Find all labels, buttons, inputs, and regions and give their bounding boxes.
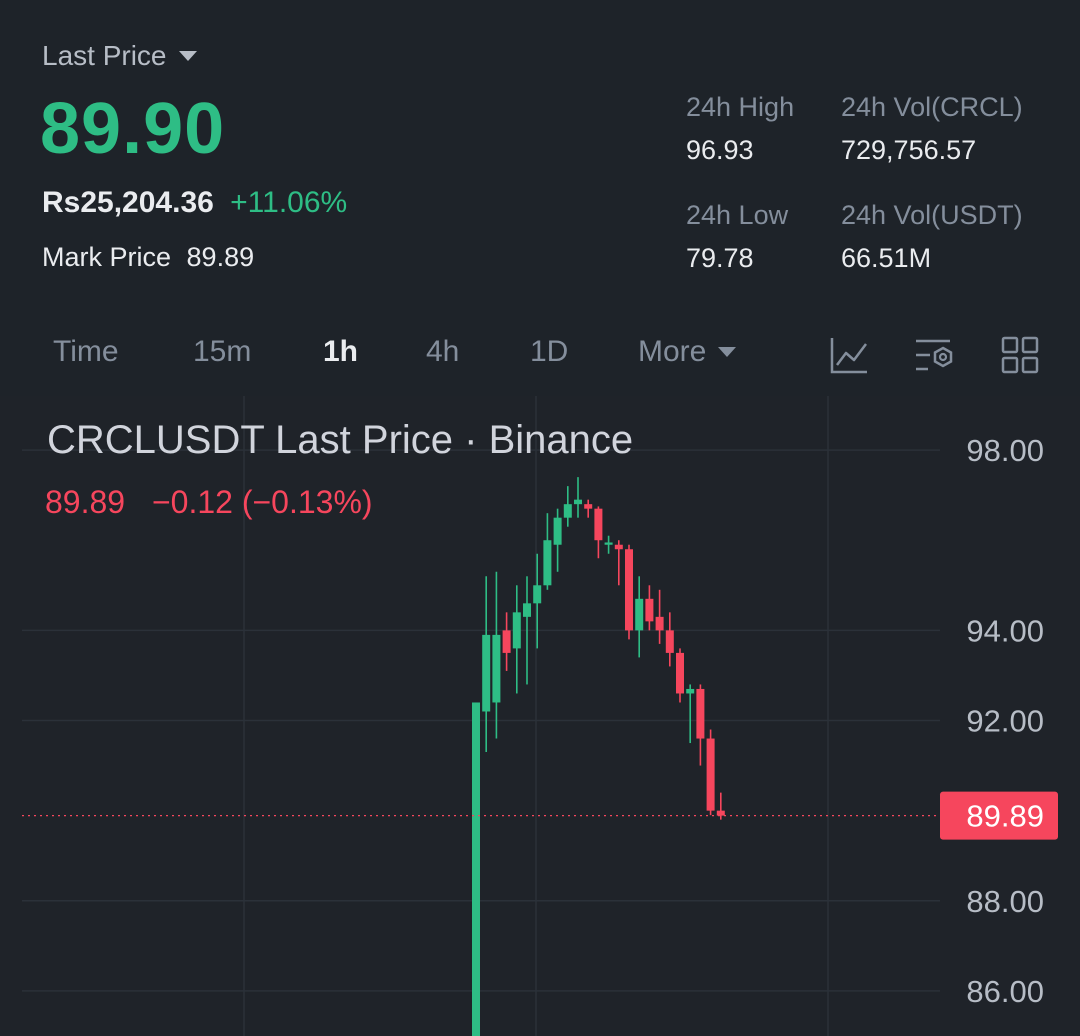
stat-label: 24h Vol(USDT)	[841, 200, 1023, 230]
caret-down-icon	[178, 51, 197, 61]
stat-24h-low: 24h Low 79.78	[686, 200, 788, 274]
tab-1d[interactable]: 1D	[530, 335, 569, 368]
price-chart[interactable]: 98.00 94.00 92.00 88.00 86.00 89.89 CRCLUSDT …	[0, 396, 1080, 1036]
y-tick-label: 86.00	[966, 974, 1044, 1009]
candle-body	[512, 612, 521, 649]
candle-body	[676, 652, 684, 694]
y-tick-label: 98.00	[966, 433, 1044, 468]
last-price-tag-label: 89.89	[966, 799, 1044, 834]
tab-time[interactable]: Time	[53, 335, 119, 368]
candle-body	[696, 688, 705, 739]
last-price-label: Last Price	[42, 40, 167, 71]
candle-body	[472, 702, 480, 1036]
grid-icon[interactable]	[1000, 335, 1040, 375]
candle-body	[533, 585, 542, 604]
candle-body	[502, 630, 511, 653]
y-tick-label: 88.00	[966, 884, 1044, 919]
stat-24h-vol-crcl: 24h Vol(CRCL) 729,756.57	[841, 92, 1023, 166]
candle-body	[665, 630, 674, 653]
candle-body	[604, 542, 613, 545]
stat-value: 79.78	[686, 243, 754, 273]
legend-last-value: 89.89	[45, 484, 126, 520]
candle-body	[574, 499, 582, 505]
candle-body	[706, 738, 715, 811]
change-percent: +11.06%	[230, 186, 348, 219]
stat-label: 24h High	[686, 92, 795, 122]
chart-legend: 89.89 −0.12 (−0.13%)	[45, 484, 373, 521]
candle-body	[614, 544, 623, 550]
candle-body	[523, 603, 531, 617]
candle-body	[686, 688, 695, 694]
candle-body	[482, 634, 491, 712]
mark-price-label: Mark Price	[42, 242, 172, 272]
last-price-value: 89.90	[40, 89, 226, 169]
interval-tabs: Time 15m 1h 4h 1D More	[0, 335, 1080, 385]
fiat-price-row: Rs25,204.36 +11.06%	[42, 186, 347, 220]
stat-label: 24h Vol(CRCL)	[841, 92, 1023, 122]
tab-1h[interactable]: 1h	[323, 335, 359, 368]
caret-down-icon	[718, 347, 737, 357]
candle-body	[492, 634, 501, 703]
candle-body	[716, 810, 725, 816]
candle-body	[563, 504, 572, 518]
stat-value: 66.51M	[841, 243, 932, 273]
tab-15m[interactable]: 15m	[193, 335, 252, 368]
candle-body	[553, 517, 562, 545]
last-price-tag	[940, 791, 1058, 840]
legend-change: −0.12	[151, 484, 233, 520]
y-tick-label: 94.00	[966, 613, 1044, 648]
stat-label: 24h Low	[686, 200, 789, 230]
stat-24h-high: 24h High 96.93	[686, 92, 794, 166]
mark-price-value: 89.89	[186, 242, 255, 272]
candle-body	[645, 598, 654, 622]
candle-body	[543, 540, 552, 586]
indicator-icon[interactable]	[829, 335, 869, 375]
last-price-selector[interactable]: Last Price	[42, 40, 197, 72]
y-tick-label: 92.00	[966, 704, 1044, 739]
stat-value: 729,756.57	[841, 135, 977, 165]
legend-change-pct: (−0.13%)	[241, 484, 373, 520]
stat-value: 96.93	[686, 135, 754, 165]
stat-24h-vol-usdt: 24h Vol(USDT) 66.51M	[841, 200, 1023, 274]
mark-price-row: Mark Price 89.89	[42, 242, 254, 273]
chart-title: CRCLUSDT Last Price · Binance	[47, 418, 634, 462]
tab-4h[interactable]: 4h	[426, 335, 460, 368]
candle-body	[584, 504, 593, 509]
candle-body	[625, 549, 633, 631]
tab-more-label: More	[638, 335, 707, 368]
candle-body	[655, 616, 664, 631]
ticker-header: Last Price 89.90 Rs25,204.36 +11.06% Mar…	[0, 0, 1080, 395]
settings-icon[interactable]	[914, 335, 954, 375]
fiat-price: Rs25,204.36	[42, 186, 214, 219]
tab-more[interactable]: More	[638, 335, 737, 369]
candle-body	[635, 598, 644, 631]
candlestick-chart: 98.00 94.00 92.00 88.00 86.00 89.89	[22, 396, 1058, 1036]
candle-body	[594, 508, 603, 541]
